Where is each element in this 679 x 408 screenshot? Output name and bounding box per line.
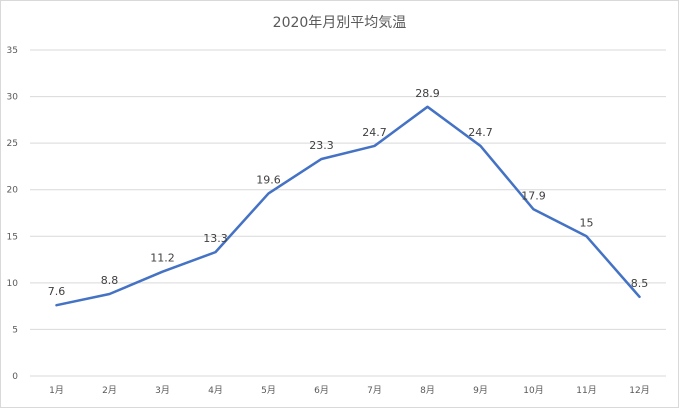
x-tick-label: 1月 [49,385,64,396]
x-tick-label: 11月 [576,385,596,396]
x-tick-label: 2月 [102,385,117,396]
data-label: 13.3 [203,232,228,245]
data-label: 28.9 [415,87,440,100]
data-label: 8.8 [101,274,119,287]
x-tick-label: 7月 [367,385,382,396]
gridlines [30,49,666,377]
data-label: 15 [580,216,594,229]
y-tick-label: 15 [7,232,18,242]
data-label: 17.9 [521,189,546,202]
series-line [55,105,641,307]
data-label: 24.7 [362,126,387,139]
y-tick-label: 5 [12,325,18,335]
x-tick-label: 10月 [523,385,543,396]
data-label: 23.3 [309,139,334,152]
data-label: 7.6 [48,285,66,298]
x-tick-label: 4月 [208,385,223,396]
data-label: 19.6 [256,173,281,186]
x-tick-label: 6月 [314,385,329,396]
y-tick-label: 30 [7,93,19,103]
x-tick-label: 9月 [473,385,488,396]
x-axis-ticks: 1月 2月 3月 4月 5月 6月 7月 8月 9月 10月 11月 12月 [49,385,650,396]
chart-title: 2020年月別平均気温 [272,15,407,31]
data-label: 11.2 [150,252,175,265]
x-tick-label: 3月 [155,385,170,396]
data-labels: 7.6 8.8 11.2 13.3 19.6 23.3 24.7 28.9 24.7 17.9 15… [48,87,649,298]
y-tick-label: 35 [7,46,18,56]
x-tick-label: 8月 [420,385,435,396]
x-tick-label: 5月 [261,385,276,396]
data-label: 24.7 [468,126,493,139]
y-axis-ticks: 0 5 10 15 20 25 30 35 [7,46,19,382]
x-tick-label: 12月 [629,385,649,396]
y-tick-label: 10 [7,279,19,289]
y-tick-label: 0 [12,372,18,382]
y-tick-label: 25 [7,139,18,149]
y-tick-label: 20 [7,186,19,196]
data-label: 8.5 [631,277,649,290]
